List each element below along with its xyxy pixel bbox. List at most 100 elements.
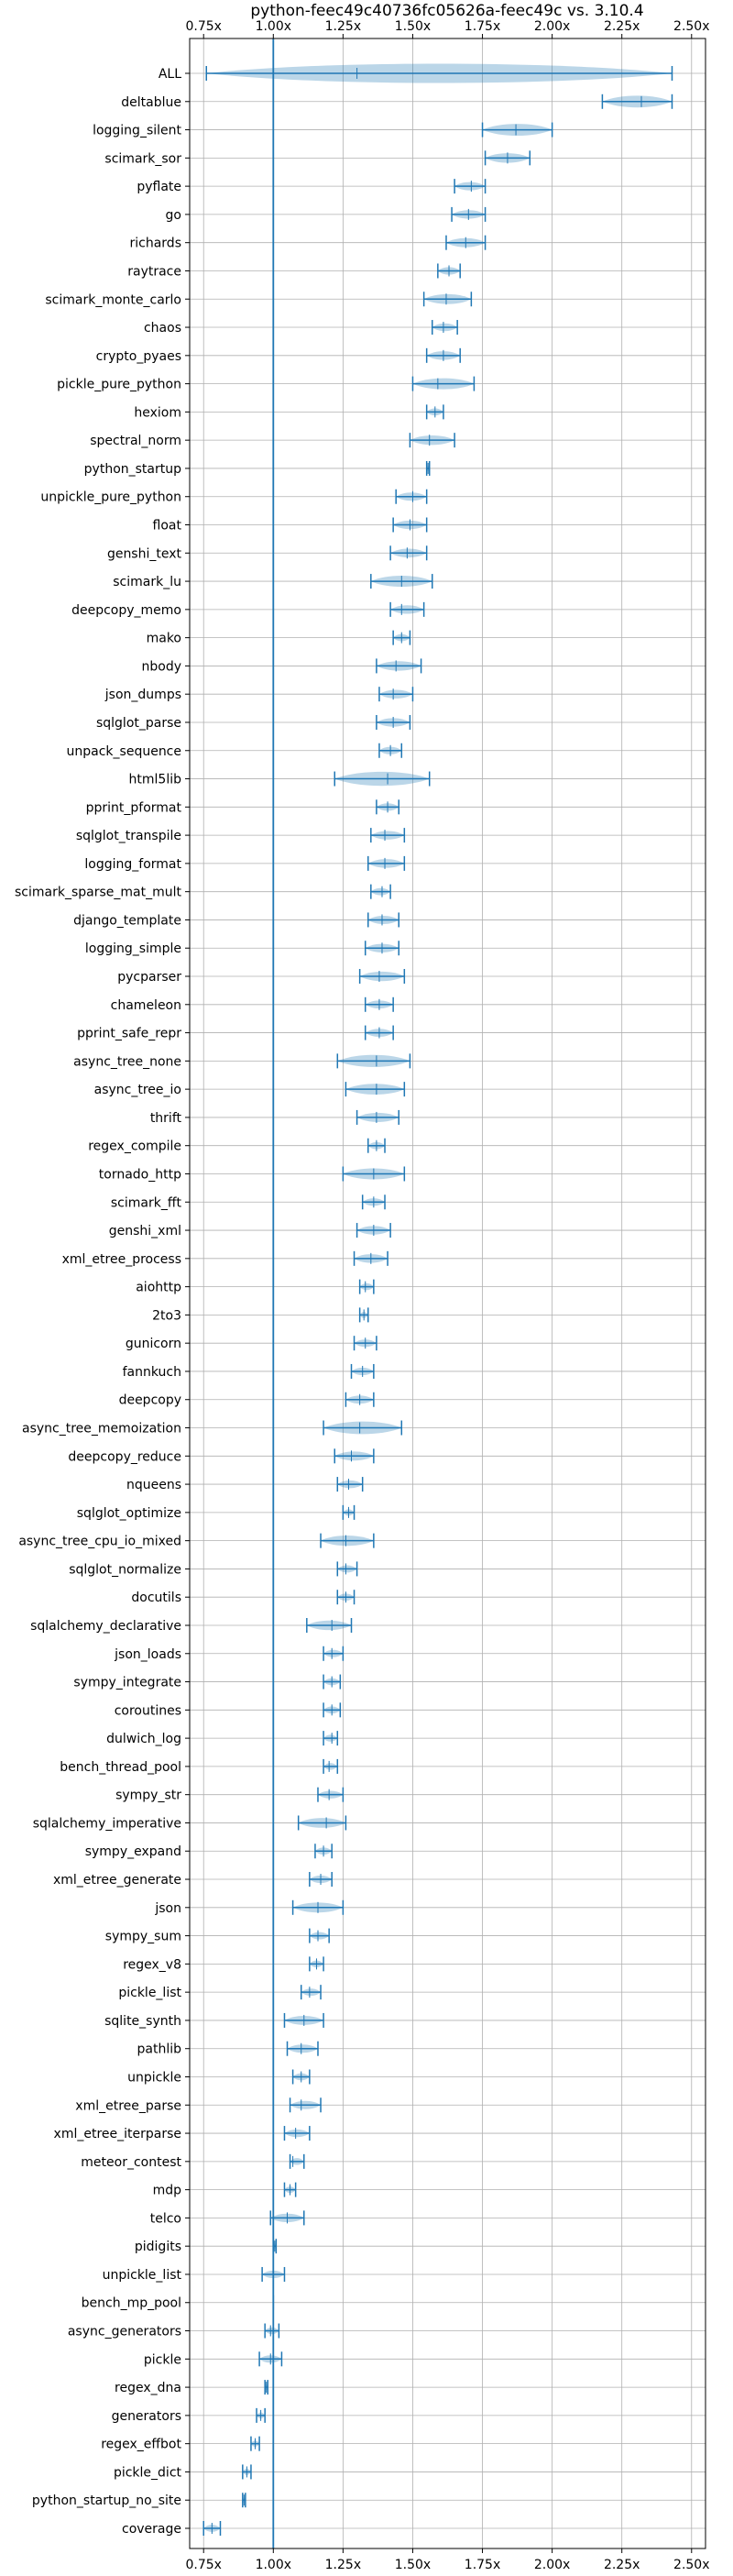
x-tick-label-top: 2.50x	[673, 19, 709, 34]
category-label: deepcopy_memo	[71, 603, 181, 618]
category-label: sympy_str	[115, 1789, 181, 1803]
category-label: pyflate	[137, 180, 181, 194]
category-label: deepcopy	[119, 1393, 181, 1408]
x-tick-label-bottom: 2.50x	[673, 2558, 709, 2572]
category-label: pickle	[144, 2352, 181, 2367]
category-label: pickle_dict	[114, 2465, 182, 2480]
plot-frame	[189, 38, 706, 2549]
category-label: bench_mp_pool	[82, 2296, 181, 2311]
category-label: unpickle	[127, 2070, 181, 2085]
category-label: scimark_lu	[113, 575, 181, 589]
category-label: float	[153, 519, 182, 534]
category-label: deltablue	[121, 95, 181, 110]
x-tick-label-top: 1.75x	[465, 19, 500, 34]
category-label: xml_etree_generate	[53, 1873, 181, 1888]
category-label: meteor_contest	[81, 2155, 181, 2170]
category-label: unpack_sequence	[67, 744, 181, 759]
category-label: bench_thread_pool	[60, 1760, 181, 1775]
category-label: sqlalchemy_declarative	[30, 1619, 181, 1634]
category-label: sqlalchemy_imperative	[33, 1816, 181, 1831]
category-label: docutils	[131, 1591, 181, 1605]
x-tick-label-bottom: 1.25x	[325, 2558, 361, 2572]
category-label: sqlglot_normalize	[69, 1562, 181, 1577]
category-label: genshi_text	[107, 546, 182, 561]
category-label: pprint_pformat	[86, 800, 182, 815]
grid-layer	[190, 39, 706, 2548]
category-label: scimark_sor	[104, 151, 181, 166]
x-tick-label-bottom: 0.75x	[185, 2558, 221, 2572]
category-label: regex_compile	[88, 1139, 181, 1154]
category-label: sympy_sum	[105, 1930, 181, 1944]
category-label: async_tree_none	[73, 1054, 181, 1069]
category-label: chaos	[144, 321, 181, 336]
category-label: raytrace	[127, 264, 181, 279]
x-tick-label-bottom: 1.75x	[465, 2558, 500, 2572]
category-label: crypto_pyaes	[96, 349, 181, 364]
category-label: dulwich_log	[106, 1732, 181, 1746]
category-label: nbody	[142, 659, 182, 674]
category-label: scimark_monte_carlo	[45, 292, 181, 307]
category-label: pycparser	[117, 970, 181, 985]
category-label: fannkuch	[123, 1365, 181, 1380]
category-label: generators	[112, 2409, 181, 2424]
category-label: tornado_http	[99, 1167, 181, 1182]
category-label: 2to3	[152, 1308, 181, 1323]
x-tick-label-bottom: 1.50x	[395, 2558, 431, 2572]
category-label: genshi_xml	[109, 1224, 181, 1238]
x-tick-label-top: 0.75x	[185, 19, 221, 34]
category-label: xml_etree_process	[62, 1252, 181, 1267]
x-tick-label-top: 2.25x	[604, 19, 640, 34]
axis-layer: 0.75x 0.75x 1.00x 1.00x 1.25x 1.25x 1.50x 1.50x…	[15, 19, 710, 2572]
category-label: async_generators	[68, 2325, 181, 2339]
category-label: async_tree_io	[94, 1083, 181, 1097]
category-label: xml_etree_iterparse	[54, 2127, 181, 2141]
category-label: thrift	[150, 1111, 182, 1126]
x-tick-label-top: 1.50x	[395, 19, 431, 34]
category-label: scimark_fft	[111, 1195, 182, 1210]
category-label: async_tree_cpu_io_mixed	[18, 1535, 181, 1549]
x-tick-label-top: 1.25x	[325, 19, 361, 34]
category-label: json_dumps	[104, 688, 181, 702]
category-label: async_tree_memoization	[22, 1422, 181, 1437]
category-label: sqlglot_transpile	[76, 829, 181, 843]
category-label: mako	[147, 632, 181, 646]
x-tick-label-bottom: 2.25x	[604, 2558, 640, 2572]
x-tick-label-bottom: 1.00x	[256, 2558, 291, 2572]
violin-layer	[202, 39, 673, 2548]
x-tick-label-top: 2.00x	[534, 19, 570, 34]
category-label: logging_format	[84, 857, 181, 872]
category-label: regex_dna	[115, 2381, 181, 2395]
category-label: html5lib	[129, 773, 182, 787]
x-tick-label-bottom: 2.00x	[534, 2558, 570, 2572]
category-label: mdp	[153, 2184, 182, 2198]
category-label: django_template	[73, 913, 181, 928]
category-label: python_startup	[84, 462, 181, 477]
category-label: pathlib	[137, 2042, 182, 2057]
category-label: sqlite_synth	[104, 2014, 181, 2029]
category-label: sqlglot_parse	[96, 716, 181, 731]
category-label: regex_v8	[123, 1957, 181, 1972]
category-label: coverage	[122, 2522, 181, 2537]
x-tick-label-top: 1.00x	[256, 19, 291, 34]
category-label: pickle_list	[118, 1986, 181, 2000]
category-label: ALL	[159, 67, 181, 82]
category-label: sqlglot_optimize	[77, 1506, 181, 1521]
category-label: pprint_safe_repr	[77, 1027, 181, 1041]
category-label: sympy_expand	[85, 1844, 181, 1859]
category-label: go	[166, 208, 181, 223]
category-label: coroutines	[115, 1703, 181, 1718]
category-label: logging_silent	[93, 124, 181, 138]
chart-title: python-feec49c40736fc05626a-feec49c vs. …	[250, 2, 643, 20]
category-label: pidigits	[135, 2240, 181, 2254]
category-label: nqueens	[126, 1478, 181, 1492]
category-label: json_loads	[114, 1647, 181, 1662]
category-label: gunicorn	[126, 1337, 181, 1351]
category-label: pickle_pure_python	[57, 378, 181, 392]
category-label: richards	[130, 237, 182, 251]
category-label: chameleon	[111, 998, 181, 1013]
category-label: scimark_sparse_mat_mult	[15, 886, 181, 900]
category-label: regex_effbot	[101, 2438, 181, 2452]
category-label: spectral_norm	[90, 434, 181, 448]
category-label: unpickle_pure_python	[40, 490, 181, 505]
